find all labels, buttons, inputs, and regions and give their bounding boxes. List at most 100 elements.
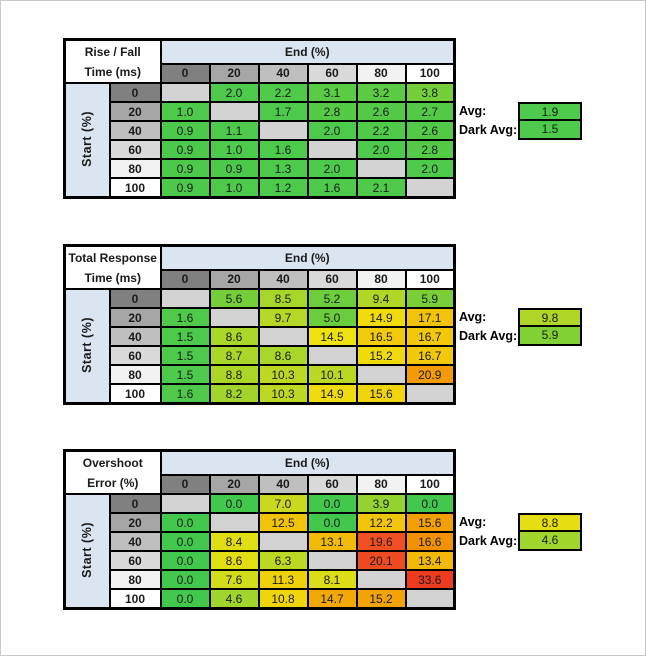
data-cell: 0.0: [159, 512, 211, 533]
data-cell: 2.0: [404, 158, 456, 179]
data-cell: 7.6: [208, 569, 260, 590]
blank-cell: [404, 177, 456, 199]
data-cell: 19.6: [355, 531, 407, 552]
data-cell: 2.6: [404, 120, 456, 141]
data-cell: 15.6: [404, 512, 456, 533]
data-cell: 9.4: [355, 288, 407, 309]
col-header-20: 20: [208, 62, 260, 85]
avg-row: Avg: 9.8: [459, 308, 645, 327]
data-cell: 0.0: [208, 493, 260, 514]
data-cell: 2.0: [306, 158, 358, 179]
col-header-80: 80: [355, 62, 407, 85]
data-cell: 5.0: [306, 307, 358, 328]
data-cell: 2.7: [404, 101, 456, 122]
avg-label: Avg:: [459, 515, 487, 529]
table-title-cell: Overshoot Error (%): [63, 449, 162, 495]
data-cell: 1.0: [208, 139, 260, 160]
data-cell: 1.7: [257, 101, 309, 122]
col-header-20: 20: [208, 473, 260, 496]
data-cell: 7.0: [257, 493, 309, 514]
col-header-40: 40: [257, 62, 309, 85]
avg-label: Avg:: [459, 310, 487, 324]
data-cell: 14.9: [306, 383, 358, 405]
data-cell: 1.6: [306, 177, 358, 199]
data-cell: 20.9: [404, 364, 456, 385]
data-cell: 0.9: [208, 158, 260, 179]
blank-cell: [208, 101, 260, 122]
row-axis-label-text: Start (%): [80, 521, 95, 578]
data-cell: 1.3: [257, 158, 309, 179]
data-cell: 1.6: [257, 139, 309, 160]
table-title-cell: Total Response Time (ms): [63, 244, 162, 290]
data-cell: 8.6: [208, 326, 260, 347]
data-cell: 2.8: [404, 139, 456, 160]
avg-panel-rise-fall: Avg: 1.9 Dark Avg: 1.5: [459, 102, 645, 140]
col-header-40: 40: [257, 268, 309, 291]
data-cell: 1.0: [159, 101, 211, 122]
col-header-0: 0: [159, 268, 211, 291]
row-header-40: 40: [108, 531, 162, 552]
heatmap-block-rise-fall-time: Rise / Fall Time (ms) End (%) 0 20 40 60 80 100 S…: [63, 38, 582, 199]
dark-avg-label: Dark Avg:: [459, 534, 518, 548]
data-cell: 1.5: [159, 326, 211, 347]
data-cell: 5.9: [404, 288, 456, 309]
row-axis-label: Start (%): [63, 288, 111, 405]
avg-row: Avg: 8.8: [459, 513, 645, 532]
col-header-0: 0: [159, 473, 211, 496]
dark-avg-row: Dark Avg: 4.6: [459, 532, 645, 551]
dark-avg-label: Dark Avg:: [459, 329, 518, 343]
col-header-0: 0: [159, 62, 211, 85]
data-cell: 3.2: [355, 82, 407, 103]
data-cell: 2.0: [306, 120, 358, 141]
data-cell: 2.2: [355, 120, 407, 141]
overshoot-error-table: Overshoot Error (%) End (%) 0 20 40 60 80 100 Sta…: [63, 449, 456, 610]
heatmap-block-total-response-time: Total Response Time (ms) End (%) 0 20 40 60 80 1…: [63, 244, 582, 405]
avg-panel-total-response: Avg: 9.8 Dark Avg: 5.9: [459, 308, 645, 346]
table-title-line1: Rise / Fall: [84, 45, 141, 59]
blank-cell: [404, 383, 456, 405]
dark-avg-label: Dark Avg:: [459, 123, 518, 137]
col-header-40: 40: [257, 473, 309, 496]
col-header-60: 60: [306, 268, 358, 291]
row-axis-label-text: Start (%): [80, 316, 95, 373]
col-header-100: 100: [404, 268, 456, 291]
data-cell: 0.0: [159, 569, 211, 590]
data-cell: 5.6: [208, 288, 260, 309]
data-cell: 16.5: [355, 326, 407, 347]
row-header-20: 20: [108, 101, 162, 122]
row-axis-label: Start (%): [63, 82, 111, 199]
data-cell: 8.6: [208, 550, 260, 571]
blank-cell: [208, 512, 260, 533]
avg-panel-overshoot: Avg: 8.8 Dark Avg: 4.6: [459, 513, 645, 551]
row-header-80: 80: [108, 364, 162, 385]
data-cell: 0.9: [159, 177, 211, 199]
data-cell: 11.3: [257, 569, 309, 590]
col-header-60: 60: [306, 62, 358, 85]
row-axis-label-text: Start (%): [80, 110, 95, 167]
row-header-20: 20: [108, 512, 162, 533]
data-cell: 0.0: [306, 493, 358, 514]
table-title-line2: Time (ms): [84, 65, 141, 79]
data-cell: 1.5: [159, 345, 211, 366]
dark-avg-row: Dark Avg: 1.5: [459, 121, 645, 140]
data-cell: 0.0: [159, 531, 211, 552]
row-header-0: 0: [108, 288, 162, 309]
data-cell: 10.3: [257, 364, 309, 385]
row-header-60: 60: [108, 139, 162, 160]
blank-cell: [355, 364, 407, 385]
data-cell: 10.1: [306, 364, 358, 385]
table-title-cell: Rise / Fall Time (ms): [63, 38, 162, 84]
data-cell: 3.9: [355, 493, 407, 514]
data-cell: 9.7: [257, 307, 309, 328]
data-cell: 8.1: [306, 569, 358, 590]
rise-fall-time-table: Rise / Fall Time (ms) End (%) 0 20 40 60 80 100 S…: [63, 38, 456, 199]
data-cell: 16.7: [404, 345, 456, 366]
col-header-80: 80: [355, 473, 407, 496]
data-cell: 14.7: [306, 588, 358, 610]
data-cell: 33.6: [404, 569, 456, 590]
blank-cell: [355, 569, 407, 590]
data-cell: 8.2: [208, 383, 260, 405]
table-title-line2: Time (ms): [84, 271, 141, 285]
dark-avg-value: 1.5: [518, 121, 582, 140]
